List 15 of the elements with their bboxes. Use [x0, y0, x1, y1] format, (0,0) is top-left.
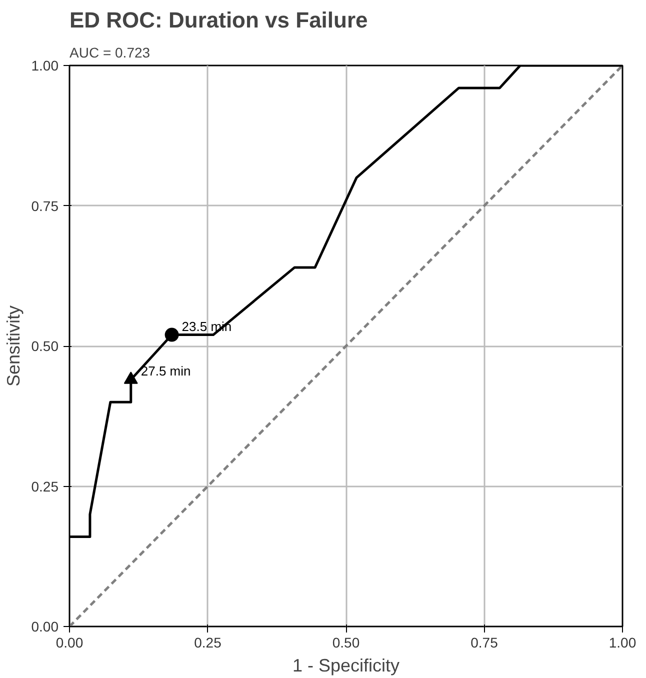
- x-axis-title: 1 - Specificity: [292, 656, 400, 676]
- x-tick-label: 0.25: [194, 634, 222, 650]
- chart-subtitle: AUC = 0.723: [70, 44, 150, 60]
- y-tick-label: 1.00: [31, 58, 59, 74]
- y-tick-label: 0.50: [31, 338, 59, 354]
- x-tick-label: 0.50: [332, 634, 360, 650]
- y-tick-label: 0.00: [31, 618, 59, 634]
- x-tick-label: 0.75: [470, 634, 498, 650]
- chart-title: ED ROC: Duration vs Failure: [70, 8, 368, 32]
- y-axis-title: Sensitivity: [3, 305, 24, 387]
- y-tick-label: 0.25: [31, 478, 59, 494]
- annotation: 27.5 min: [140, 364, 191, 379]
- x-tick-label: 0.00: [56, 634, 84, 650]
- x-tick-label: 1.00: [608, 634, 636, 650]
- y-tick-label: 0.75: [31, 198, 59, 214]
